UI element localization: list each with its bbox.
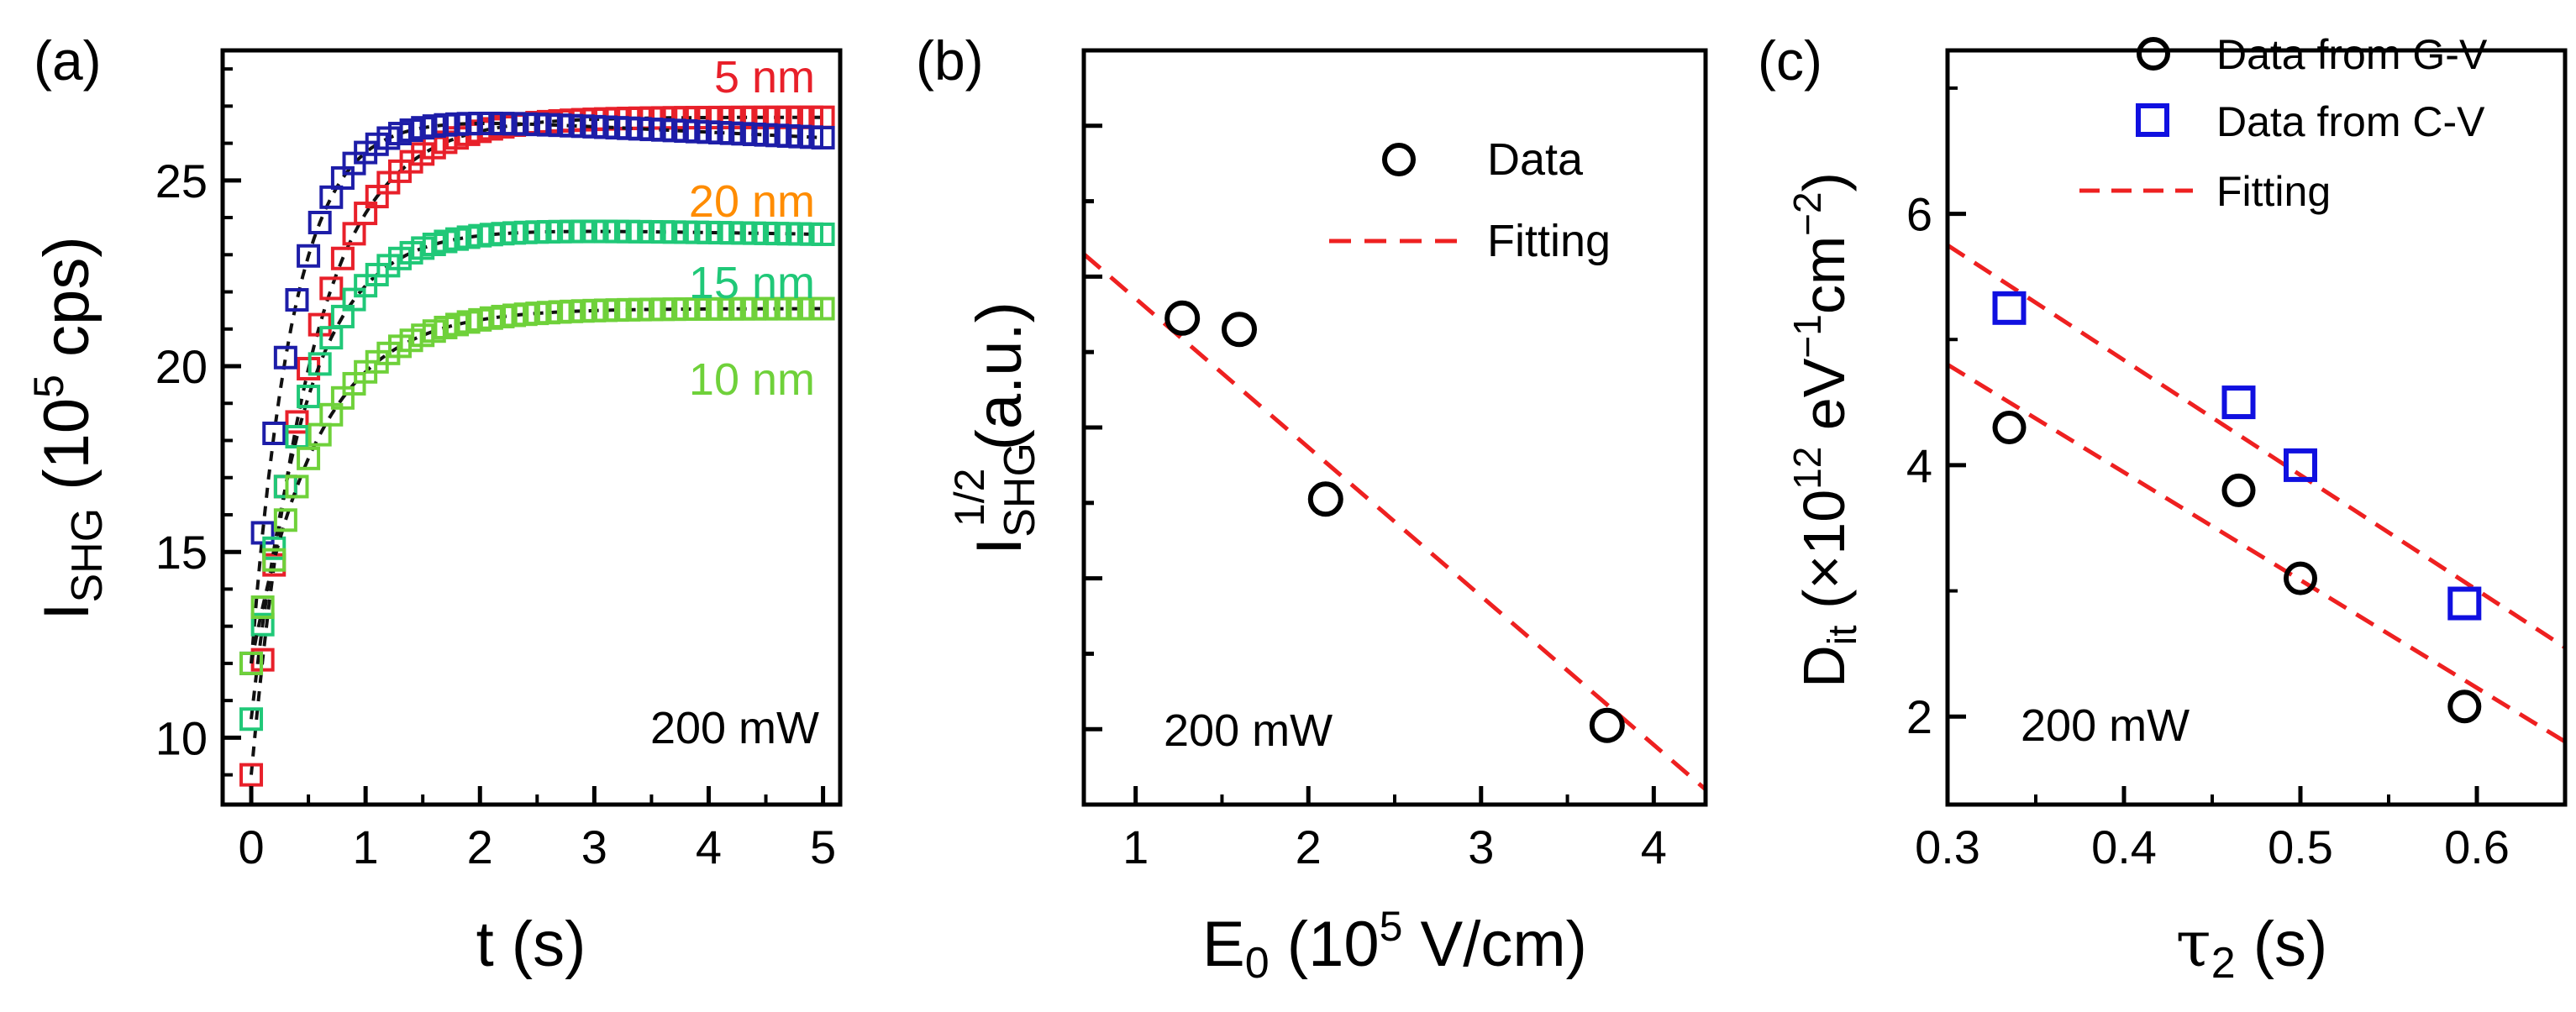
x-axis-label-c: τ2 (s): [2176, 906, 2328, 988]
data-point-15nm: [308, 352, 332, 376]
y-tick-label: 20: [155, 340, 208, 393]
data-point-10nm: [250, 595, 275, 619]
data-point-15nm: [239, 707, 264, 731]
data-point-5nm: [342, 222, 366, 246]
x-tick-label: 1: [1122, 821, 1149, 873]
data-point-10nm: [297, 446, 321, 470]
data-point-20nm: [285, 288, 309, 312]
data-point-b: [1307, 481, 1343, 517]
x-tick-label: 1: [353, 821, 379, 873]
legend-label-fitting-b: Fitting: [1487, 216, 1611, 266]
x-tick-label: 0.3: [1915, 821, 1980, 873]
data-point-b: [1164, 300, 1201, 336]
legend-marker-cv: [2136, 103, 2169, 137]
data-point-gv: [2284, 561, 2317, 595]
axes-frame-b: [1081, 48, 1708, 807]
x-tick-label: 4: [696, 821, 722, 873]
y-tick-label: 25: [155, 155, 208, 207]
ticks-c: 0.3 0.4 0.5 0.6 2 4 6: [1906, 86, 2510, 873]
data-point-20nm: [297, 244, 321, 268]
data-point-20nm: [308, 210, 332, 234]
data-point-b: [1589, 707, 1625, 743]
data-point-15nm: [250, 612, 275, 637]
data-point-5nm: [239, 763, 264, 787]
x-axis-label-a: t (s): [476, 909, 586, 980]
data-point-15nm: [811, 222, 835, 246]
axes-frame-a: [220, 48, 843, 807]
x-tick-label: 0: [238, 821, 264, 873]
y-tick-label: 15: [155, 526, 208, 579]
y-axis-label-b: ISHG1/2 (a.u.): [946, 302, 1044, 555]
data-point-15nm: [297, 385, 321, 409]
legend-label-20nm: 20 nm: [689, 176, 815, 227]
data-point-10nm: [285, 475, 309, 499]
y-axis-label-a: ISHG (105 cps): [25, 236, 112, 620]
panel-a-label: (a): [34, 29, 102, 92]
plot-area-b: [1082, 252, 1707, 791]
annotation-power-c: 200 mW: [2021, 700, 2190, 751]
fit-line-b: [1082, 252, 1707, 791]
y-tick-label: 10: [155, 711, 208, 764]
fit-line-c-1: [1946, 243, 2567, 650]
y-tick-label: 2: [1906, 690, 1932, 743]
data-point-5nm: [285, 410, 309, 434]
panel-b-label: (b): [916, 29, 984, 92]
data-point-gv: [1992, 411, 2027, 444]
legend-label-10nm: 10 nm: [689, 354, 815, 405]
legend-label-5nm: 5 nm: [714, 52, 815, 102]
legend-label-15nm: 15 nm: [689, 258, 815, 308]
x-tick-label: 3: [1468, 821, 1494, 873]
data-point-20nm: [262, 422, 287, 446]
x-tick-label: 0.5: [2268, 821, 2333, 873]
annotation-power-b: 200 mW: [1164, 705, 1333, 756]
x-tick-label: 0.4: [2091, 821, 2157, 873]
x-tick-label: 4: [1641, 821, 1667, 873]
data-point-10nm: [239, 651, 264, 675]
x-tick-label: 5: [810, 821, 836, 873]
x-tick-label: 3: [581, 821, 607, 873]
ticks-b: 1 2 3 4: [1084, 123, 1667, 873]
data-point-cv: [1992, 291, 2027, 325]
data-point-20nm: [319, 185, 344, 209]
data-point-cv: [2221, 385, 2256, 420]
data-point-10nm: [308, 422, 332, 447]
axes-frame-c: [1945, 48, 2568, 807]
panel-c: (c) 0.3 0.4 0.5 0.6 2 4 6 Data from G-V Data f…: [1758, 29, 2568, 988]
annotation-power-a: 200 mW: [650, 703, 819, 753]
data-point-b: [1222, 312, 1257, 348]
panel-c-label: (c): [1758, 29, 1822, 92]
legend-label-cv: Data from C-V: [2216, 98, 2485, 145]
panel-b: (b) 1 2 3 4 Data Fitting 200 mW E0 (105 V/c…: [916, 29, 1708, 988]
y-axis-label-c: Dit (×1012 eV−1cm−2): [1785, 172, 1865, 688]
data-point-gv: [2447, 690, 2482, 724]
x-tick-label: 2: [467, 821, 493, 873]
data-point-10nm: [273, 508, 297, 532]
data-point-10nm: [262, 548, 287, 572]
data-point-20nm: [811, 125, 835, 149]
legend-label-fitting-c: Fitting: [2216, 168, 2331, 215]
y-tick-label: 6: [1906, 188, 1932, 241]
data-point-gv: [2221, 473, 2256, 507]
data-point-20nm: [273, 345, 297, 370]
legend-marker-data-b: [1382, 143, 1416, 176]
x-tick-label: 2: [1296, 821, 1322, 873]
panel-a: (a) 0 1 2 3 4 5 10 15 20 25 5 nm 20 nm 15 nm 10 n…: [25, 29, 843, 980]
legend-label-gv: Data from G-V: [2216, 31, 2488, 78]
data-point-cv: [2284, 448, 2317, 482]
ticks-a: 0 1 2 3 4 5 10 15 20 25: [155, 67, 836, 873]
y-tick-label: 4: [1906, 439, 1932, 492]
x-tick-label: 0.6: [2444, 821, 2510, 873]
data-point-10nm: [811, 296, 835, 321]
data-point-cv: [2447, 586, 2482, 621]
legend-marker-gv: [2137, 37, 2170, 71]
plot-area-c: [1946, 243, 2567, 744]
legend-label-data-b: Data: [1487, 134, 1584, 185]
plot-area-a: [239, 105, 835, 787]
fit-line-c-0: [1946, 363, 2567, 744]
data-point-5nm: [319, 276, 344, 301]
data-point-5nm: [330, 246, 355, 270]
x-axis-label-b: E0 (105 V/cm): [1202, 903, 1587, 988]
